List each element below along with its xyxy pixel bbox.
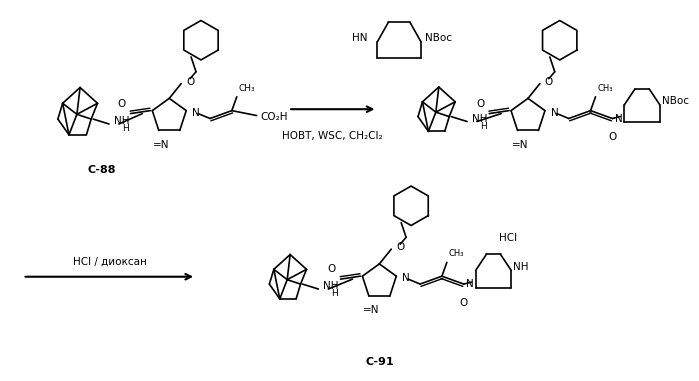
Text: CH₃: CH₃ xyxy=(598,84,613,93)
Text: CH₃: CH₃ xyxy=(449,250,464,258)
Text: C-91: C-91 xyxy=(365,357,394,367)
Text: C-88: C-88 xyxy=(87,165,116,175)
Text: HCl: HCl xyxy=(499,233,517,243)
Text: NH: NH xyxy=(513,262,528,272)
Text: NH: NH xyxy=(324,281,339,291)
Text: H: H xyxy=(122,125,129,133)
Text: HN: HN xyxy=(352,33,368,43)
Text: NH: NH xyxy=(472,114,487,123)
Text: O: O xyxy=(545,77,553,86)
Text: NH: NH xyxy=(114,116,129,126)
Text: O: O xyxy=(396,242,405,252)
Text: NBoc: NBoc xyxy=(662,96,689,106)
Text: N: N xyxy=(551,107,559,118)
Text: O: O xyxy=(117,99,126,109)
Text: O: O xyxy=(186,77,194,86)
Text: N: N xyxy=(466,279,474,289)
Text: =N: =N xyxy=(153,140,170,150)
Text: H: H xyxy=(480,122,487,131)
Text: =N: =N xyxy=(363,305,380,315)
Text: O: O xyxy=(476,99,484,109)
Text: NBoc: NBoc xyxy=(425,33,452,43)
Text: N: N xyxy=(614,114,622,123)
Text: HCl / диоксан: HCl / диоксан xyxy=(73,257,147,267)
Text: N: N xyxy=(402,273,410,283)
Text: N: N xyxy=(192,107,200,118)
Text: CH₃: CH₃ xyxy=(239,84,255,93)
Text: =N: =N xyxy=(512,140,528,150)
Text: O: O xyxy=(608,132,617,142)
Text: O: O xyxy=(459,298,468,308)
Text: H: H xyxy=(331,290,338,298)
Text: HOBT, WSC, CH₂Cl₂: HOBT, WSC, CH₂Cl₂ xyxy=(282,131,383,141)
Text: CO₂H: CO₂H xyxy=(261,112,288,122)
Text: O: O xyxy=(327,264,336,274)
